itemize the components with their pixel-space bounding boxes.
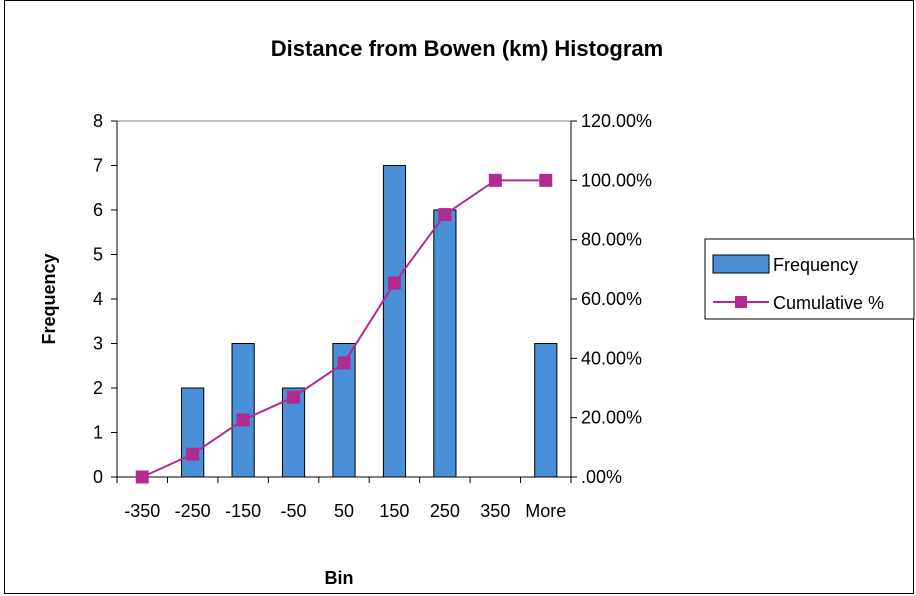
- cumulative-marker: [438, 208, 452, 222]
- cumulative-marker: [488, 173, 502, 187]
- cumulative-marker: [539, 173, 553, 187]
- y-tick-label: 2: [93, 378, 103, 398]
- legend-frequency-label: Frequency: [773, 255, 858, 275]
- chart-title: Distance from Bowen (km) Histogram: [271, 36, 663, 61]
- frequency-bar: [231, 343, 255, 478]
- legend: Frequency Cumulative %: [704, 238, 915, 320]
- frequency-bar: [281, 387, 306, 478]
- x-tick-label: -250: [175, 501, 211, 521]
- y-tick-label: 4: [93, 289, 103, 309]
- frequency-bar: [534, 343, 558, 478]
- y2-tick-label: 60.00%: [581, 289, 642, 309]
- histogram-chart: Distance from Bowen (km) Histogram Frequ…: [39, 36, 915, 588]
- cumulative-marker: [135, 470, 149, 484]
- x-axis-title: Bin: [325, 568, 354, 588]
- frequency-bar: [181, 387, 205, 478]
- legend-cumulative-label: Cumulative %: [773, 293, 884, 313]
- chart-frame: Distance from Bowen (km) Histogram Frequ…: [4, 0, 915, 594]
- y-axis-title: Frequency: [39, 253, 59, 344]
- x-tick-label: 150: [379, 501, 409, 521]
- y2-tick-label: .00%: [581, 467, 622, 487]
- y-tick-label: 7: [93, 156, 103, 176]
- y2-tick-label: 20.00%: [581, 408, 642, 428]
- y-tick-label: 0: [93, 467, 103, 487]
- y-tick-label: 1: [93, 423, 103, 443]
- cumulative-marker: [186, 447, 200, 461]
- x-tick-label: -50: [281, 501, 307, 521]
- plot-area: 0 1 2 3 4 5 6 7 8 .00% 20.00% 40.00% 60.00% 80.00% 100…: [93, 111, 652, 521]
- frequency-bar: [433, 209, 457, 478]
- legend-cumulative-marker: [735, 296, 747, 308]
- y-tick-label: 6: [93, 200, 103, 220]
- x-tick-label: -150: [225, 501, 261, 521]
- cumulative-marker: [287, 390, 301, 404]
- y-tick-label: 5: [93, 245, 103, 265]
- cumulative-marker: [387, 276, 401, 290]
- y2-tick-label: 120.00%: [581, 111, 652, 131]
- y2-tick-label: 40.00%: [581, 348, 642, 368]
- y2-tick-label: 80.00%: [581, 230, 642, 250]
- frequency-bar: [382, 165, 407, 478]
- cumulative-marker: [337, 356, 351, 370]
- x-tick-label: 350: [480, 501, 510, 521]
- x-tick-label: 250: [430, 501, 460, 521]
- x-tick-label: 50: [334, 501, 354, 521]
- frequency-bar: [332, 343, 356, 478]
- y-tick-label: 3: [93, 334, 103, 354]
- x-tick-label: -350: [124, 501, 160, 521]
- y2-tick-label: 100.00%: [581, 170, 652, 190]
- x-tick-label: More: [525, 501, 566, 521]
- legend-frequency-swatch: [712, 254, 770, 274]
- y-tick-label: 8: [93, 111, 103, 131]
- cumulative-marker: [236, 413, 250, 427]
